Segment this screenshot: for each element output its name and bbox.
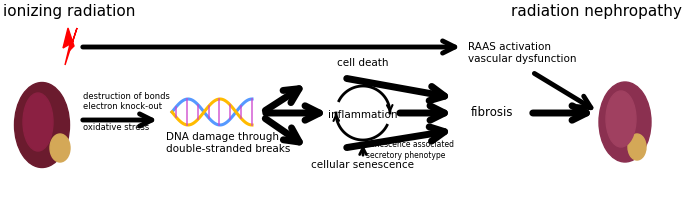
Text: ionizing radiation: ionizing radiation <box>3 4 136 19</box>
Text: inflammation: inflammation <box>328 110 398 120</box>
Text: destruction of bonds
electron knock-out: destruction of bonds electron knock-out <box>83 92 170 111</box>
Ellipse shape <box>628 134 646 160</box>
Text: senescence associated
secretory phenotype: senescence associated secretory phenotyp… <box>366 140 454 160</box>
Text: radiation nephropathy: radiation nephropathy <box>511 4 682 19</box>
Polygon shape <box>63 28 77 65</box>
Ellipse shape <box>606 91 636 147</box>
Ellipse shape <box>599 82 651 162</box>
Text: cellular senescence: cellular senescence <box>312 160 414 170</box>
Ellipse shape <box>23 93 53 151</box>
Text: DNA damage through
double-stranded breaks: DNA damage through double-stranded break… <box>166 132 290 154</box>
Text: fibrosis: fibrosis <box>471 106 513 119</box>
Text: cell death: cell death <box>337 58 389 68</box>
Text: oxidative stress: oxidative stress <box>83 123 149 132</box>
Ellipse shape <box>14 82 69 168</box>
Text: RAAS activation
vascular dysfunction: RAAS activation vascular dysfunction <box>468 42 577 64</box>
Ellipse shape <box>50 134 70 162</box>
